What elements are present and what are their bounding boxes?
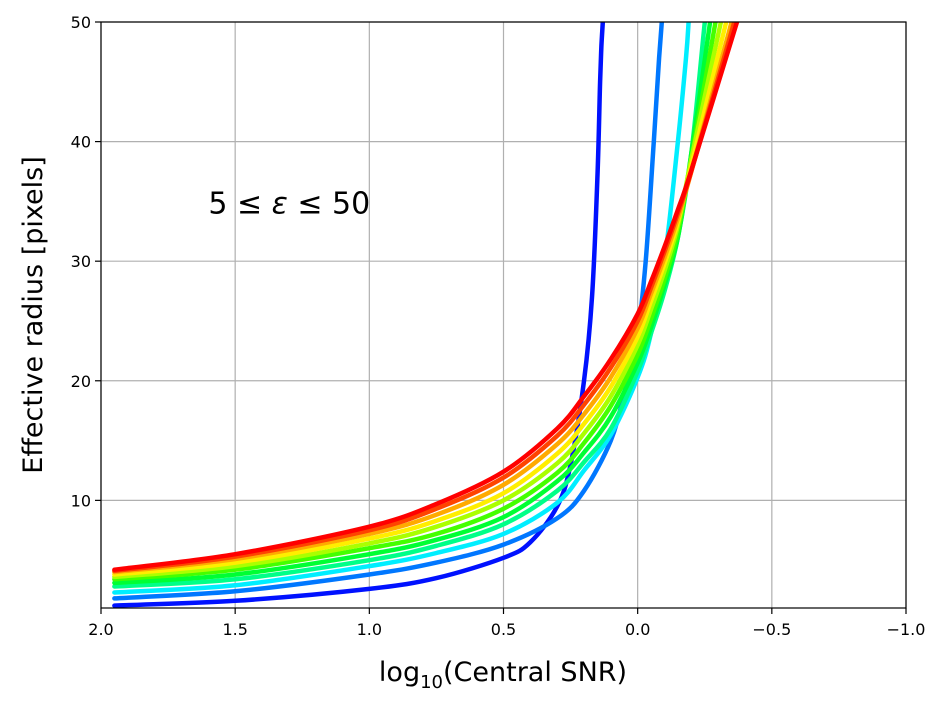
x-tick-label: 0.0	[625, 620, 650, 639]
y-tick-label: 20	[71, 372, 91, 391]
x-ticks: 2.0 1.5 1.0 0.5 0.0 −0.5 −1.0	[88, 608, 925, 639]
x-tick-label: −0.5	[752, 620, 791, 639]
x-tick-label: 1.0	[357, 620, 382, 639]
y-axis-label: Effective radius [pixels]	[18, 156, 49, 473]
y-tick-label: 50	[71, 13, 91, 32]
annotation-suffix: ≤ 50	[288, 186, 370, 221]
epsilon-range-annotation: 5 ≤ ε ≤ 50	[208, 186, 370, 221]
y-tick-label: 40	[71, 133, 91, 152]
x-tick-label: 0.5	[491, 620, 516, 639]
series-line-2	[112, 22, 665, 601]
y-ticks: 10 20 30 40 50	[71, 13, 101, 510]
series-line-1	[112, 22, 606, 608]
grid	[100, 21, 907, 608]
series-line-11	[112, 22, 740, 572]
x-axis-label: log10(Central SNR)	[379, 657, 627, 693]
series-line-3	[112, 22, 691, 595]
y-tick-label: 30	[71, 252, 91, 271]
y-tick-label: 10	[71, 491, 91, 510]
x-tick-label: 1.5	[222, 620, 247, 639]
x-tick-label: 2.0	[88, 620, 113, 639]
x-tick-label: −1.0	[887, 620, 926, 639]
series-layer	[112, 22, 740, 608]
annotation-prefix: 5 ≤	[208, 186, 271, 221]
annotation-epsilon-symbol: ε	[272, 186, 288, 221]
